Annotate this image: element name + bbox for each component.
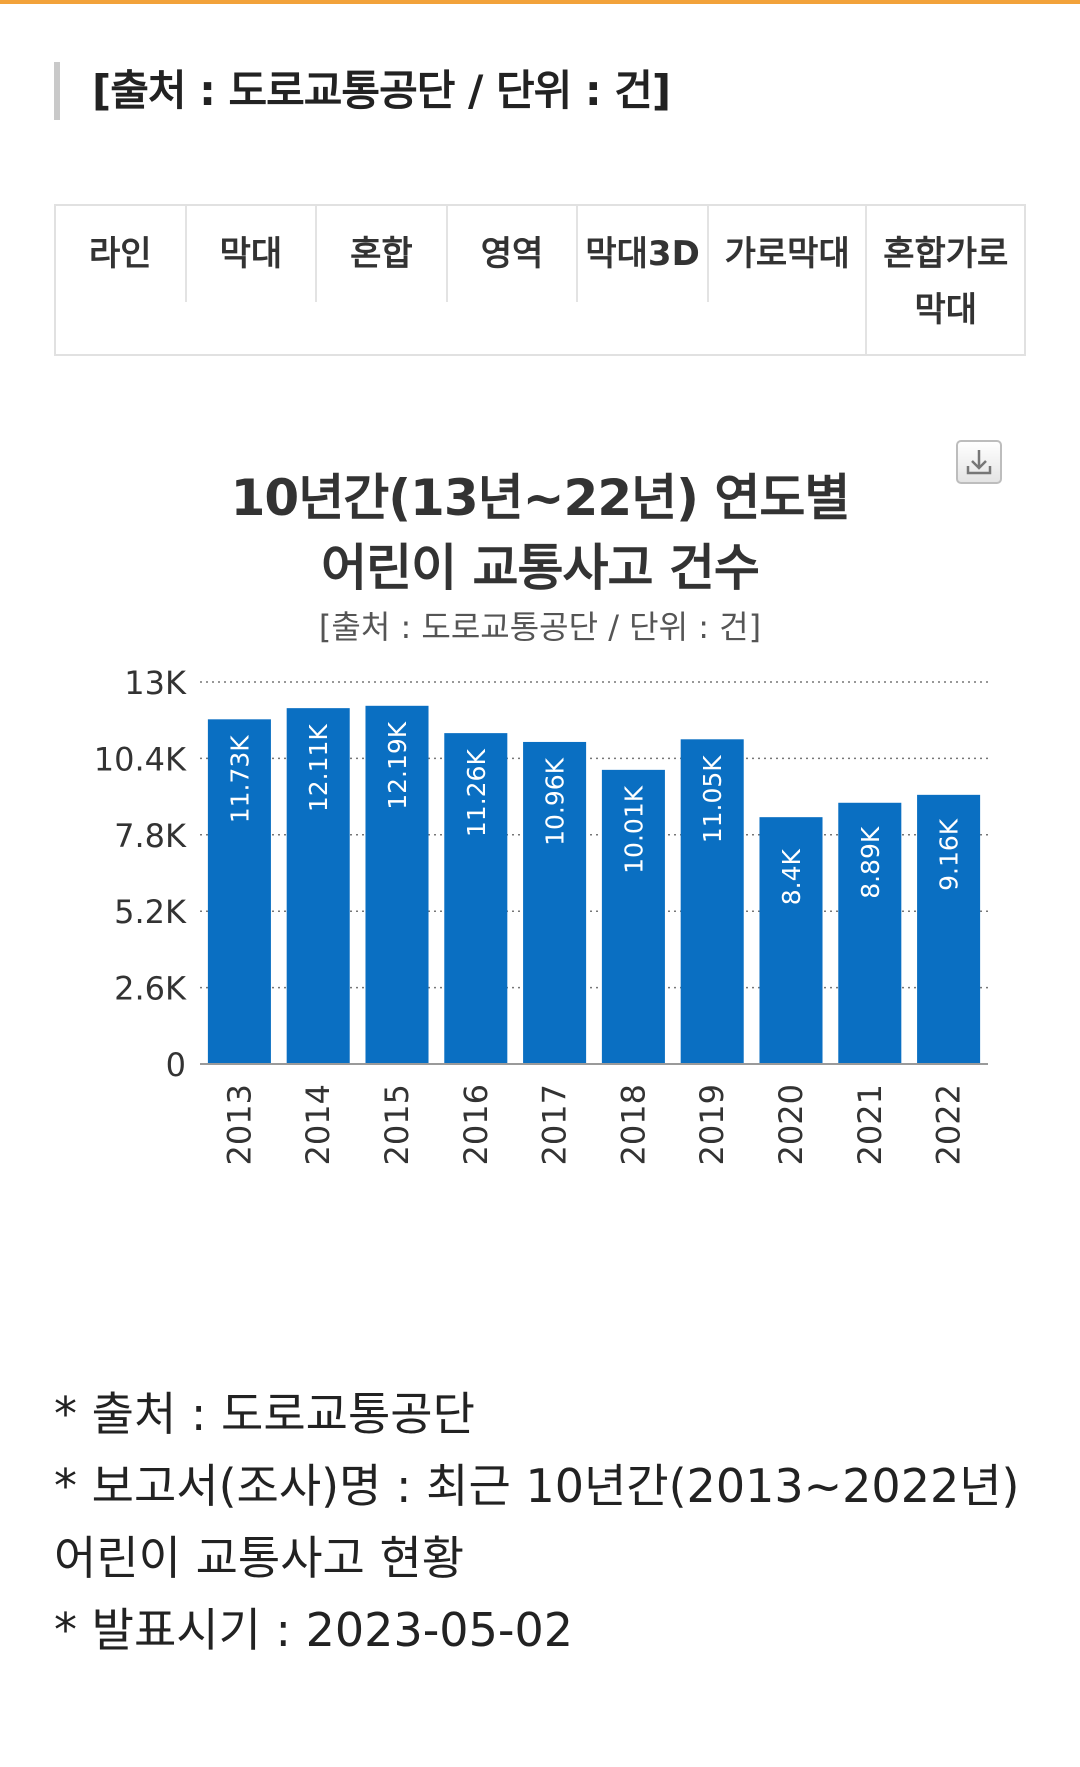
bar-data-label: 12.11K (304, 724, 333, 813)
chart-type-tabs: 라인 막대 혼합 영역 막대3D 가로막대 혼합가로막대 (54, 204, 1026, 356)
notes: * 출처 : 도로교통공단 * 보고서(조사)명 : 최근 10년간(2013~… (54, 1378, 1020, 1666)
note-source: * 출처 : 도로교통공단 (54, 1387, 475, 1441)
bar (286, 708, 350, 1064)
note-date: * 발표시기 : 2023-05-02 (54, 1603, 573, 1657)
x-tick-label: 2017 (536, 1084, 574, 1165)
bar (207, 719, 271, 1064)
tab-mixed[interactable]: 혼합 (317, 206, 448, 302)
bar-data-label: 9.16K (935, 818, 964, 891)
bar (917, 794, 981, 1064)
bar (838, 802, 902, 1064)
y-tick-label: 5.2K (114, 893, 187, 931)
bar-chart: 0 2.6K 5.2K 7.8K 10.4K 13K 11.73K 2013 12.11K 201… (94, 664, 988, 1165)
x-tick-label: 2022 (930, 1084, 968, 1165)
bar-data-label: 10.01K (619, 785, 648, 874)
source-heading: [출처 : 도로교통공단 / 단위 : 건] (54, 62, 671, 120)
note-report-line1: * 보고서(조사)명 : 최근 10년간(2013~2022년) (54, 1459, 1020, 1513)
bar (365, 705, 429, 1064)
note-report-line2: 어린이 교통사고 현황 (54, 1531, 465, 1585)
chart-title-line2: 어린이 교통사고 건수 (321, 539, 760, 597)
bar-data-label: 12.19K (383, 721, 412, 810)
bar-data-label: 11.26K (462, 749, 491, 838)
tab-area[interactable]: 영역 (448, 206, 579, 302)
y-tick-label: 13K (124, 664, 187, 702)
bar-data-label: 8.89K (856, 826, 885, 899)
bar (444, 733, 508, 1064)
x-tick-label: 2013 (220, 1084, 258, 1165)
x-tick-label: 2016 (457, 1084, 495, 1165)
x-tick-label: 2019 (693, 1084, 731, 1165)
x-tick-label: 2020 (772, 1084, 810, 1165)
x-tick-label: 2014 (299, 1084, 337, 1165)
x-tick-label: 2015 (378, 1084, 416, 1165)
y-tick-label: 7.8K (114, 817, 187, 855)
y-tick-label: 2.6K (114, 970, 187, 1008)
bar (601, 769, 665, 1064)
bar (680, 739, 744, 1064)
download-icon (966, 450, 992, 475)
bar (759, 817, 823, 1064)
x-tick-label: 2021 (851, 1084, 889, 1165)
top-accent-line (0, 0, 1080, 4)
tab-mixed-horizontal-bar[interactable]: 혼합가로막대 (883, 234, 1009, 330)
tab-horizontal-bar[interactable]: 가로막대 (709, 206, 868, 354)
tab-bar[interactable]: 막대 (187, 206, 318, 302)
x-tick-label: 2018 (614, 1084, 652, 1165)
chart-subtitle: [출처 : 도로교통공단 / 단위 : 건] (318, 608, 762, 646)
bar-data-label: 11.73K (225, 735, 254, 824)
chart-title-line1: 10년간(13년~22년) 연도별 (230, 469, 851, 527)
y-tick-label: 0 (166, 1046, 186, 1084)
bar-data-label: 11.05K (698, 755, 727, 844)
bar (523, 741, 587, 1064)
y-tick-label: 10.4K (94, 740, 187, 778)
tab-line[interactable]: 라인 (56, 206, 187, 302)
download-button[interactable] (956, 440, 1002, 484)
bar-data-label: 8.4K (777, 848, 806, 905)
tab-bar-3d[interactable]: 막대3D (578, 206, 709, 302)
bar-data-label: 10.96K (541, 757, 570, 846)
